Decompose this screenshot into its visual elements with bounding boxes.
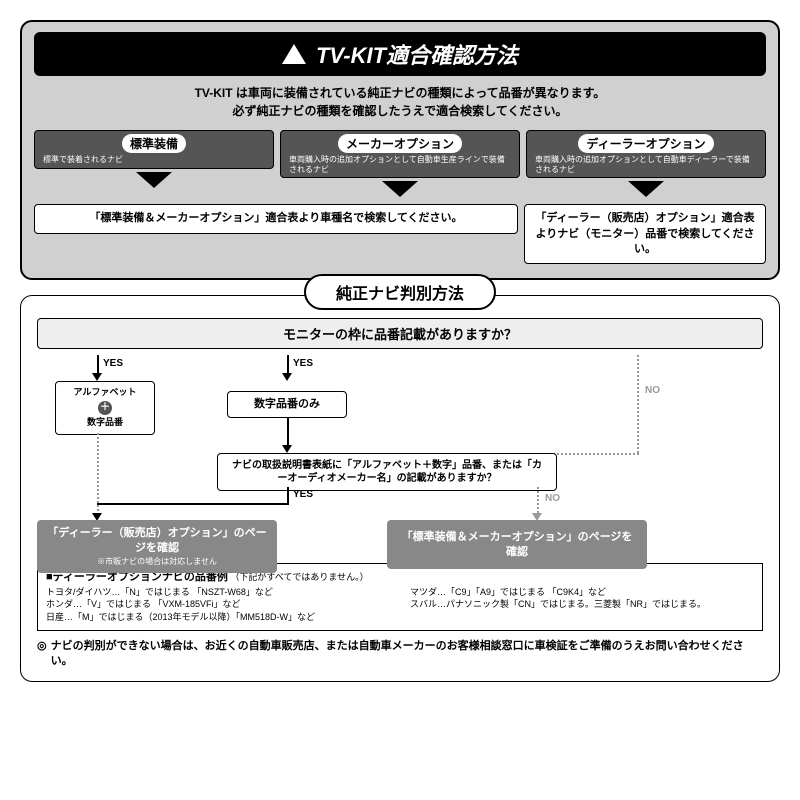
label-yes: YES: [293, 489, 313, 500]
flow-line: [97, 355, 99, 375]
footer-text: ナビの判別ができない場合は、お近くの自動車販売店、または自動車メーカーのお客様相…: [51, 639, 763, 670]
pill-desc: 車両購入時の追加オプションとして自動車生産ラインで装備されるナビ: [289, 155, 511, 174]
flowchart: YES アルファベット ＋ 数字品番 YES 数字品番のみ NO ナビの取扱説明…: [37, 355, 763, 555]
main-title: TV-KIT適合確認方法: [316, 38, 518, 70]
pill-label: メーカーオプション: [338, 134, 462, 153]
circle-icon: ◎: [37, 639, 47, 670]
label-yes: YES: [103, 358, 123, 369]
pill-desc: 車両購入時の追加オプションとして自動車ディーラーで装備されるナビ: [535, 155, 757, 174]
example-line: マツダ…「C9」「A9」ではじまる 「C9K4」など: [410, 586, 754, 599]
result-note: ※市販ナビの場合は対応しません: [47, 557, 267, 567]
footer-note: ◎ ナビの判別ができない場合は、お近くの自動車販売店、または自動車メーカーのお客…: [37, 639, 763, 670]
sub-line2: 必ず純正ナビの種類を確認したうえで適合検索してください。: [233, 104, 568, 118]
panel-compatibility: TV-KIT適合確認方法 TV-KIT は車両に装備されている純正ナビの種類によ…: [20, 20, 780, 280]
arrow-head-icon: [282, 445, 292, 453]
examples-title: ■ディーラーオプションナビの品番例: [46, 571, 228, 583]
col-standard: 標準装備 標準で装着されるナビ: [34, 130, 274, 200]
result-standard: 「標準装備＆メーカーオプション」のページを確認: [387, 520, 647, 569]
result-text: 「標準装備＆メーカーオプション」のページを確認: [402, 531, 633, 557]
node-numeric: 数字品番のみ: [227, 391, 347, 417]
plus-icon: ＋: [98, 401, 112, 415]
flow-line-dash: [637, 355, 639, 453]
example-line: スバル…パナソニック製「CN」ではじまる。三菱製「NR」ではじまる。: [410, 598, 754, 611]
pill-maker: メーカーオプション 車両購入時の追加オプションとして自動車生産ラインで装備される…: [280, 130, 520, 178]
arrow-down-icon: [628, 181, 664, 197]
sub-line1: TV-KIT は車両に装備されている純正ナビの種類によって品番が異なります。: [195, 86, 606, 100]
result-text: 「ディーラー（販売店）オプション」のページを確認: [47, 527, 266, 553]
pill-desc: 標準で装着されるナビ: [43, 155, 265, 165]
arrow-down-icon: [136, 172, 172, 188]
category-row: 標準装備 標準で装着されるナビ メーカーオプション 車両購入時の追加オプションと…: [34, 130, 766, 200]
examples-left: トヨタ/ダイハツ…「N」ではじまる 「NSZT-W68」など ホンダ…「V」では…: [46, 586, 390, 624]
result-box-standard: 「標準装備＆メーカーオプション」適合表より車種名で検索してください。: [34, 204, 518, 233]
result-col-left: 「標準装備＆メーカーオプション」適合表より車種名で検索してください。: [34, 204, 518, 264]
node-text: アルファベット: [74, 387, 137, 397]
arrow-down-icon: [382, 181, 418, 197]
panel-identify: 純正ナビ判別方法 モニターの枠に品番記載がありますか？ YES アルファベット …: [20, 295, 780, 682]
result-box-dealer: 「ディーラー（販売店）オプション」適合表よりナビ（モニター）品番で検索してくださ…: [524, 204, 766, 264]
label-no: NO: [645, 385, 660, 396]
col-dealer: ディーラーオプション 車両購入時の追加オプションとして自動車ディーラーで装備され…: [526, 130, 766, 200]
example-line: ホンダ…「V」ではじまる 「VXM-185VFi」など: [46, 598, 390, 611]
label-yes: YES: [293, 358, 313, 369]
result-dealer: 「ディーラー（販売店）オプション」のページを確認 ※市販ナビの場合は対応しません: [37, 520, 277, 573]
pill-standard: 標準装備 標準で装着されるナビ: [34, 130, 274, 169]
example-line: 日産…「M」ではじまる（2013年モデル以降）「MM518D-W」など: [46, 611, 390, 624]
arrow-head-icon: [282, 373, 292, 381]
question-box: モニターの枠に品番記載がありますか？: [37, 318, 763, 349]
node-text: 数字品番: [87, 417, 123, 427]
example-line: トヨタ/ダイハツ…「N」ではじまる 「NSZT-W68」など: [46, 586, 390, 599]
examples-box: ■ディーラーオプションナビの品番例 （下記がすべてではありません。） トヨタ/ダ…: [37, 563, 763, 630]
col-maker: メーカーオプション 車両購入時の追加オプションとして自動車生産ラインで装備される…: [280, 130, 520, 200]
flow-line: [287, 417, 289, 447]
flow-line: [287, 355, 289, 375]
label-no: NO: [545, 493, 560, 504]
examples-note: （下記がすべてではありません。）: [230, 572, 368, 582]
section-title: 純正ナビ判別方法: [304, 274, 496, 310]
warning-icon: [282, 44, 306, 64]
flow-line: [97, 503, 289, 505]
result-col-right: 「ディーラー（販売店）オプション」適合表よりナビ（モニター）品番で検索してくださ…: [524, 204, 766, 264]
header-bar: TV-KIT適合確認方法: [34, 32, 766, 76]
arrow-head-icon: [92, 373, 102, 381]
pill-dealer: ディーラーオプション 車両購入時の追加オプションとして自動車ディーラーで装備され…: [526, 130, 766, 178]
examples-right: マツダ…「C9」「A9」ではじまる 「C9K4」など スバル…パナソニック製「C…: [410, 586, 754, 624]
node-alpha-num: アルファベット ＋ 数字品番: [55, 381, 155, 434]
subtitle: TV-KIT は車両に装備されている純正ナビの種類によって品番が異なります。 必…: [34, 84, 766, 120]
pill-label: ディーラーオプション: [578, 134, 713, 153]
examples-columns: トヨタ/ダイハツ…「N」ではじまる 「NSZT-W68」など ホンダ…「V」では…: [46, 586, 754, 624]
pill-label: 標準装備: [122, 134, 186, 153]
result-row: 「標準装備＆メーカーオプション」適合表より車種名で検索してください。 「ディーラ…: [34, 204, 766, 264]
flow-line: [287, 487, 289, 503]
node-manual-question: ナビの取扱説明書表紙に「アルファベット＋数字」品番、または「カーオーディオメーカ…: [217, 453, 557, 491]
